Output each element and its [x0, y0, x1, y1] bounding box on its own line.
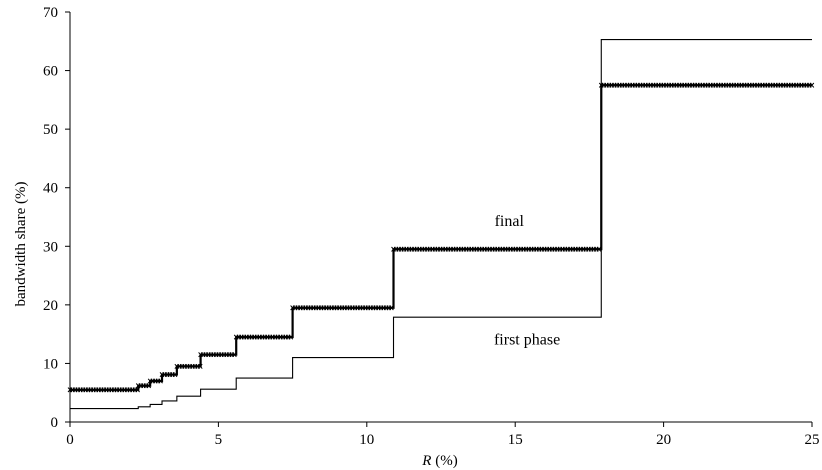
series-point-final	[135, 387, 140, 393]
annotation-final: final	[495, 213, 525, 230]
y-tick-label: 30	[43, 239, 58, 255]
x-tick-label: 25	[805, 432, 820, 448]
series-line-first-phase	[70, 38, 812, 410]
labels: bandwidth share (%) R (%) 01020304050607…	[13, 5, 820, 469]
series-point-final	[809, 82, 815, 88]
plot-area	[70, 12, 812, 422]
series-point-final	[288, 334, 294, 340]
series-point-final	[389, 305, 394, 311]
y-tick-label: 0	[51, 415, 59, 431]
x-tick-label: 10	[359, 432, 374, 448]
x-axis-title-variable: R	[421, 453, 431, 469]
x-tick-label: 0	[66, 432, 74, 448]
x-axis-title-unit: (%)	[431, 453, 457, 469]
series-point-final	[596, 246, 602, 252]
series-point-final	[158, 378, 163, 384]
y-tick-label: 60	[43, 64, 58, 80]
y-tick-label: 40	[43, 181, 58, 197]
series-point-final	[172, 372, 178, 378]
series-point-final	[232, 352, 237, 358]
y-axis-title: bandwidth share (%)	[13, 182, 29, 307]
y-tick-label: 10	[43, 356, 58, 372]
x-tick-label: 20	[656, 432, 671, 448]
series-point-final	[197, 363, 203, 369]
x-axis-title: R (%)	[421, 453, 457, 469]
y-tick-label: 20	[43, 298, 58, 314]
y-tick-label: 70	[43, 5, 58, 21]
y-tick-label: 50	[43, 122, 58, 138]
axes	[65, 11, 813, 427]
x-tick-label: 5	[215, 432, 223, 448]
annotation-first-phase: first phase	[494, 332, 560, 349]
plot-background	[70, 12, 812, 422]
series-layer	[67, 38, 815, 410]
series-line-final	[70, 84, 812, 391]
series-markers-final	[67, 82, 815, 393]
series-point-final	[146, 383, 152, 389]
x-tick-label: 15	[508, 432, 523, 448]
